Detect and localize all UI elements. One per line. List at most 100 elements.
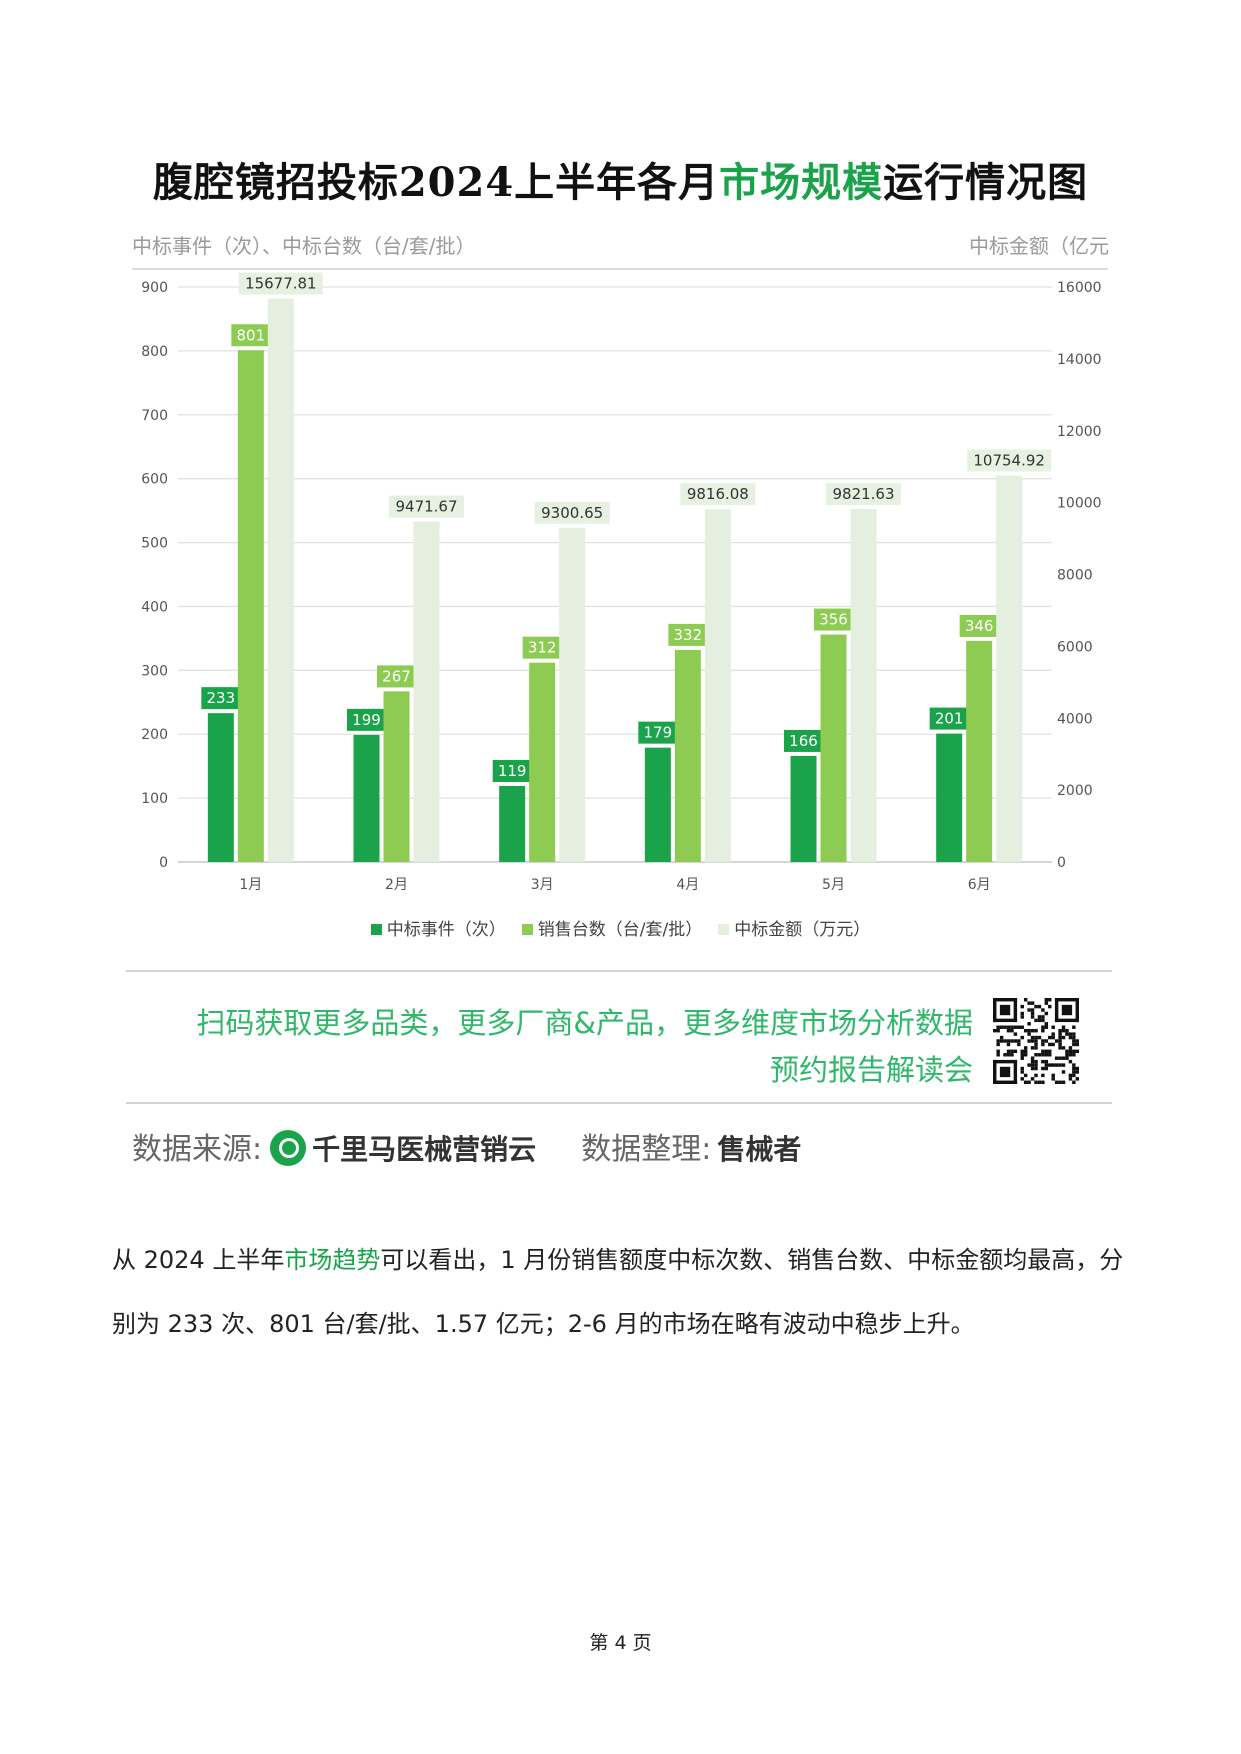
x-tick-label: 2月 [385,877,408,893]
y-right-tick-label: 6000 [1057,639,1093,655]
bar-chart: 0 100 200 300 400 500 600 700 800 900 0 2000 4000 600… [141,272,1102,893]
y-left-tick-label: 300 [141,663,168,679]
legend-swatch [718,924,730,935]
y-left-tick-label: 200 [141,727,168,743]
data-source: 数据来源: 千里马医械营销云 数据整理: 售械者 [132,1124,801,1168]
bar [207,713,234,862]
data-label: 9471.67 [395,498,457,516]
data-label-box [201,687,241,710]
data-label-box [238,272,323,295]
y-left-tick-label: 400 [141,599,168,615]
data-label: 15677.81 [245,275,317,293]
title-highlight: 市场规模 [719,159,884,206]
bar [559,527,586,862]
compiler-label: 数据整理: [581,1132,712,1167]
y-left-tick-label: 600 [141,472,168,488]
bar [499,785,526,862]
data-label: 312 [528,639,557,657]
x-tick-label: 1月 [239,877,262,893]
y-right-tick-label: 12000 [1057,424,1102,440]
chart-top-rule [132,268,1108,270]
x-tick-label: 6月 [968,877,991,893]
y-left-tick-label: 700 [141,408,168,424]
bar [790,755,817,862]
data-label-box [492,759,532,782]
bar [936,733,963,862]
data-label-box [680,483,756,506]
legend-label: 中标事件（次） [386,920,506,940]
x-tick-label: 5月 [822,877,845,893]
para-part2: 可以看出，1 月份销售额度中标次数、销售台数、中标金额均最高，分别为 233 次… [112,1246,1124,1338]
y-left-tick-label: 500 [141,536,168,552]
data-label: 233 [207,689,236,707]
data-label-box [347,708,386,731]
data-label: 119 [498,762,527,780]
bar [966,640,993,862]
data-label: 332 [674,626,703,644]
promo-text: 扫码获取更多品类，更多厂商&产品，更多维度市场分析数据 预约报告解读会 [196,1000,973,1094]
legend-item: 中标事件（次） [370,915,506,940]
legend-swatch [521,924,533,935]
data-label-box [534,501,610,524]
bar [267,298,294,862]
data-label-box [522,636,562,659]
right-axis-title: 中标金额（亿元 [969,234,1109,258]
data-label: 346 [965,617,994,635]
y-right-tick-label: 10000 [1057,496,1102,512]
data-label: 166 [789,732,818,750]
y-right-tick-label: 0 [1057,855,1066,871]
market-trend-link[interactable]: 市场趋势 [284,1246,381,1274]
data-label-box [638,721,678,744]
data-label-box [784,729,823,752]
divider-bottom [126,1102,1112,1104]
chart-legend: 中标事件（次） 销售台数（台/套/批） 中标金额（万元） [0,915,1241,940]
data-label: 201 [935,710,964,728]
data-label: 9821.63 [832,485,894,503]
bar [820,634,847,862]
data-label: 10754.92 [973,451,1045,469]
data-label: 9816.08 [687,485,749,503]
source-label: 数据来源: [132,1132,263,1167]
data-label: 801 [237,326,266,344]
data-label-box [231,324,271,347]
para-part1: 从 2024 上半年 [112,1246,285,1274]
bar [704,509,731,862]
data-label: 267 [382,667,411,685]
summary-paragraph: 从 2024 上半年市场趋势可以看出，1 月份销售额度中标次数、销售台数、中标金… [112,1228,1132,1356]
data-label-box [826,483,901,506]
qr-code-icon [993,998,1079,1084]
y-left-tick-label: 100 [141,791,168,807]
y-right-tick-label: 16000 [1057,280,1102,296]
brand-logo-icon [270,1130,307,1166]
data-label: 356 [819,611,848,629]
y-left-tick-label: 900 [141,280,168,296]
page-number: 第 4 页 [589,1632,652,1654]
legend-item: 中标金额（万元） [718,915,870,940]
y-left-tick-label: 0 [159,855,168,871]
bar [644,747,671,862]
legend-swatch [370,924,382,935]
data-label: 9300.65 [541,504,603,522]
data-label: 179 [644,724,673,742]
compiler-org: 售械者 [717,1133,802,1166]
y-left-tick-label: 800 [141,344,168,360]
bar [529,662,556,862]
data-label-box [668,623,708,646]
data-label-box [929,707,969,730]
legend-label: 销售台数（台/套/批） [537,920,703,940]
data-label-box [814,608,853,631]
y-right-tick-label: 8000 [1057,568,1093,584]
left-axis-title: 中标事件（次）、中标台数（台/套/批） [132,234,476,258]
title-part1: 腹腔镜招投标2024上半年各月 [152,159,720,206]
promo-line-1: 扫码获取更多品类，更多厂商&产品，更多维度市场分析数据 [196,1006,973,1040]
legend-label: 中标金额（万元） [734,920,871,940]
x-tick-label: 4月 [676,877,699,893]
data-label-box [389,495,464,518]
title-part2: 运行情况图 [883,159,1089,206]
x-tick-label: 3月 [531,877,554,893]
bar [674,649,701,862]
bar [237,350,264,862]
y-right-tick-label: 4000 [1057,711,1093,727]
bar [996,475,1023,862]
bar [850,509,877,862]
